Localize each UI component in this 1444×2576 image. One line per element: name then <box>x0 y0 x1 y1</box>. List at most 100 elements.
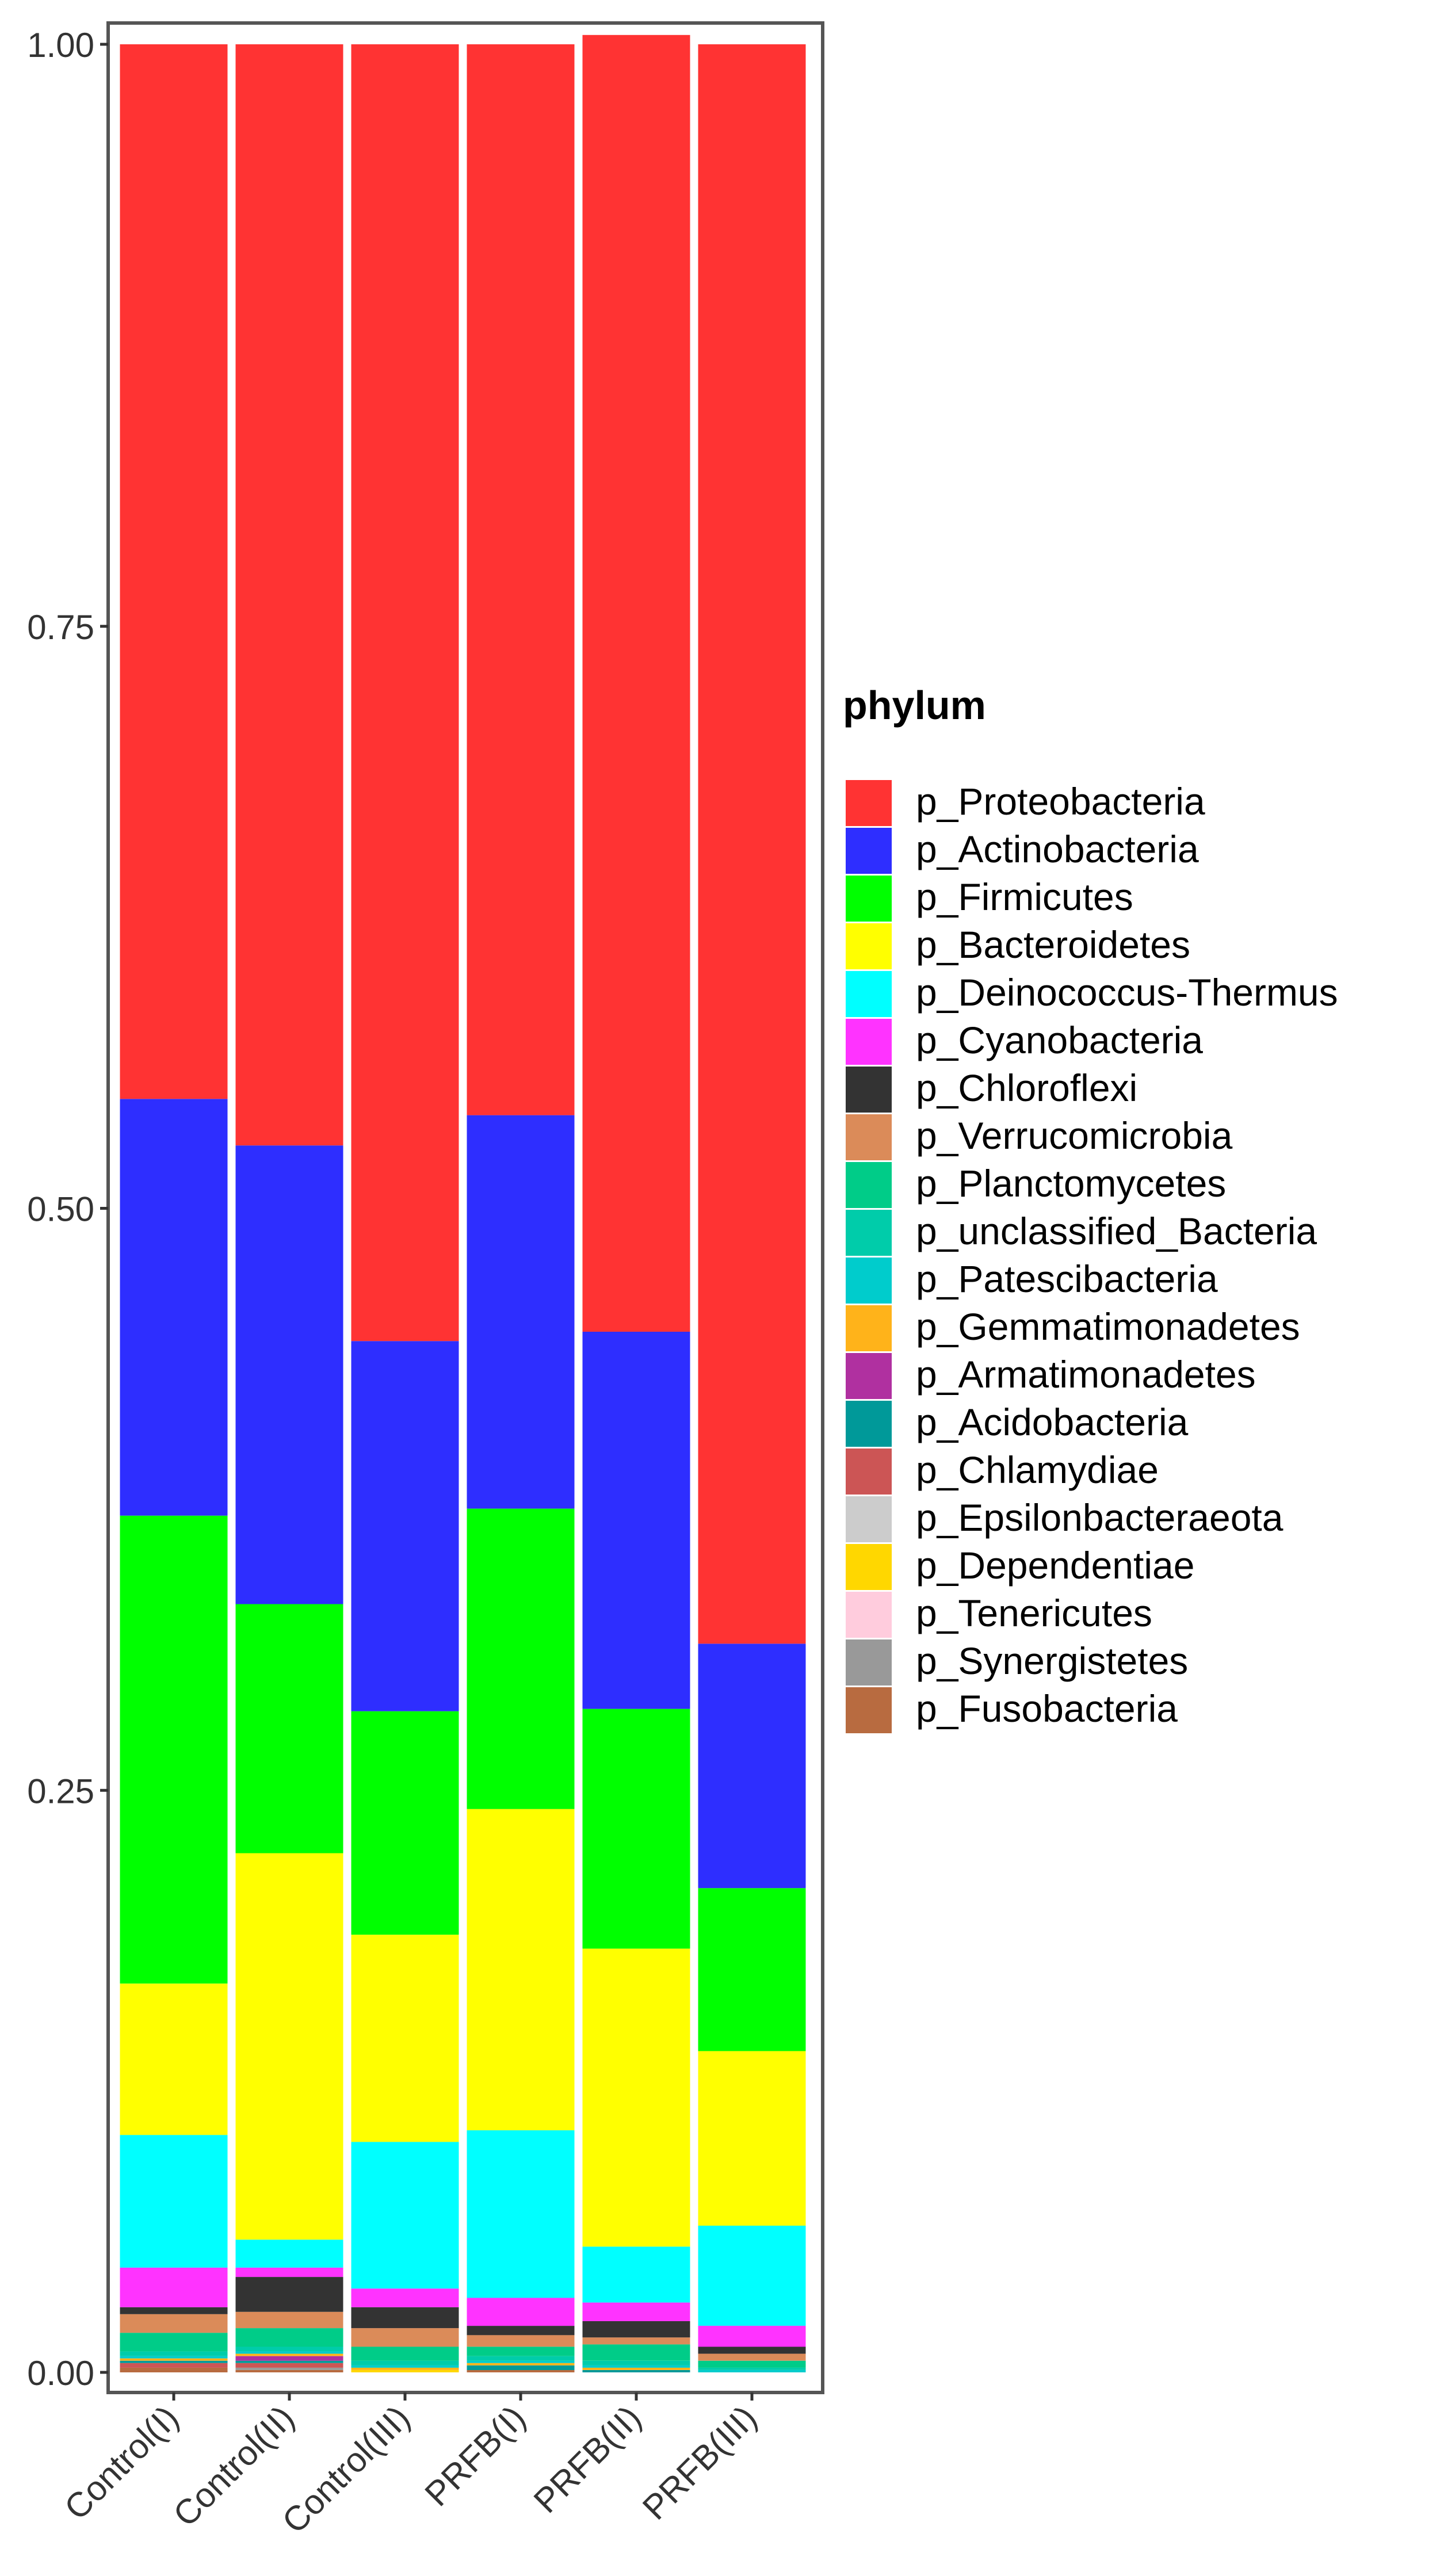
legend-label-p-patescibacteria: p_Patescibacteria <box>916 1258 1218 1300</box>
legend-key-p-deinococcus-thermus <box>846 971 892 1017</box>
bar-segment-control-iii-p-verrucomicrobia <box>351 2328 459 2347</box>
bar-segment-prfb-iii-p-patescibacteria <box>698 2370 806 2372</box>
bar-segment-control-i-p-gemmatimonadetes <box>120 2358 228 2361</box>
legend-key-p-armatimonadetes <box>846 1353 892 1399</box>
bar-segment-prfb-iii-p-chloroflexi <box>698 2346 806 2354</box>
bar-segment-prfb-i-p-patescibacteria <box>467 2360 575 2363</box>
y-axis: 0.00 0.25 0.50 0.75 1.00 <box>27 26 108 2392</box>
legend-label-p-bacteroidetes: p_Bacteroidetes <box>916 923 1190 966</box>
legend-label-p-verrucomicrobia: p_Verrucomicrobia <box>916 1114 1233 1157</box>
bar-segment-control-ii-p-unclassified-bacteria <box>235 2346 343 2352</box>
bar-segment-prfb-ii-p-deinococcus-thermus <box>582 2246 690 2303</box>
bar-segment-prfb-ii-p-bacteroidetes <box>582 1948 690 2247</box>
legend-key-p-actinobacteria <box>846 828 892 874</box>
bar-segment-prfb-iii-p-cyanobacteria <box>698 2326 806 2347</box>
bar-segment-control-iii-p-dependentiae <box>351 2370 459 2372</box>
bar-segment-prfb-ii-p-chloroflexi <box>582 2321 690 2338</box>
legend-key-p-bacteroidetes <box>846 923 892 969</box>
bar-segment-prfb-ii-p-actinobacteria <box>582 1332 690 1709</box>
bar-segment-control-i-p-fusobacteria <box>120 2367 228 2372</box>
bar-segment-prfb-i-p-acidobacteria <box>467 2365 575 2370</box>
bar-segment-prfb-iii-p-proteobacteria <box>698 44 806 1644</box>
bar-segment-prfb-i-p-cyanobacteria <box>467 2298 575 2326</box>
legend-label-p-chloroflexi: p_Chloroflexi <box>916 1067 1137 1109</box>
bar-segment-prfb-i-p-chloroflexi <box>467 2326 575 2336</box>
bar-segment-prfb-ii-p-patescibacteria <box>582 2365 690 2368</box>
legend: phylum p_Proteobacteria p_Actinobacteriap… <box>843 683 1338 1733</box>
legend-label-p-synergistetes: p_Synergistetes <box>916 1639 1188 1682</box>
bar-segment-control-ii-p-synergistetes <box>235 2367 343 2370</box>
bar-segment-prfb-ii-p-firmicutes <box>582 1709 690 1949</box>
bar-segment-prfb-ii-p-cyanobacteria <box>582 2302 690 2321</box>
y-tick-label: 0.00 <box>27 2354 94 2392</box>
bar-segment-prfb-iii-p-bacteroidetes <box>698 2051 806 2226</box>
legend-label-p-armatimonadetes: p_Armatimonadetes <box>916 1353 1256 1396</box>
bar-segment-prfb-iii-p-firmicutes <box>698 1888 806 2051</box>
bar-segment-control-iii-p-cyanobacteria <box>351 2288 459 2307</box>
bar-segment-prfb-ii-p-acidobacteria <box>582 2370 690 2372</box>
bar-segment-control-i-p-chloroflexi <box>120 2307 228 2314</box>
legend-label-p-cyanobacteria: p_Cyanobacteria <box>916 1019 1203 1061</box>
legend-key-p-firmicutes <box>846 876 892 922</box>
legend-key-p-cyanobacteria <box>846 1019 892 1065</box>
bar-segment-prfb-i-p-gemmatimonadetes <box>467 2363 575 2365</box>
bar-segment-control-ii-p-patescibacteria <box>235 2351 343 2354</box>
y-tick-label: 0.75 <box>27 608 94 647</box>
legend-key-p-unclassified-bacteria <box>846 1210 892 1256</box>
legend-label-p-epsilonbacteraeota: p_Epsilonbacteraeota <box>916 1496 1283 1539</box>
bars-layer <box>120 35 806 2372</box>
bar-segment-control-iii-p-actinobacteria <box>351 1341 459 1711</box>
legend-label-p-tenericutes: p_Tenericutes <box>916 1592 1152 1634</box>
legend-label-p-proteobacteria: p_Proteobacteria <box>916 780 1205 823</box>
legend-key-p-dependentiae <box>846 1544 892 1590</box>
bar-segment-prfb-i-p-planctomycetes <box>467 2346 575 2356</box>
legend-label-p-planctomycetes: p_Planctomycetes <box>916 1162 1226 1205</box>
bar-segment-control-iii-p-proteobacteria <box>351 44 459 1341</box>
bar-segment-control-ii-p-fusobacteria <box>235 2370 343 2372</box>
bar-segment-prfb-iii-p-actinobacteria <box>698 1644 806 1889</box>
bar-segment-prfb-ii-p-unclassified-bacteria <box>582 2360 690 2365</box>
bar-segment-control-i-p-actinobacteria <box>120 1099 228 1516</box>
bar-segment-prfb-i-p-verrucomicrobia <box>467 2335 575 2347</box>
x-tick-label: PRFB(III) <box>635 2398 764 2527</box>
x-tick-label: Control(III) <box>274 2398 417 2541</box>
legend-label-p-firmicutes: p_Firmicutes <box>916 876 1133 918</box>
legend-label-p-dependentiae: p_Dependentiae <box>916 1544 1194 1587</box>
bar-segment-prfb-ii-p-verrucomicrobia <box>582 2337 690 2345</box>
legend-title: phylum <box>843 683 986 728</box>
legend-label-p-gemmatimonadetes: p_Gemmatimonadetes <box>916 1305 1300 1348</box>
legend-label-p-fusobacteria: p_Fusobacteria <box>916 1687 1178 1730</box>
legend-key-p-epsilonbacteraeota <box>846 1496 892 1542</box>
y-tick-label: 0.25 <box>27 1772 94 1810</box>
bar-segment-control-iii-p-unclassified-bacteria <box>351 2360 459 2365</box>
x-tick-label: PRFB(I) <box>418 2398 533 2514</box>
y-tick-label: 0.50 <box>27 1190 94 1229</box>
bar-segment-control-i-p-firmicutes <box>120 1515 228 1984</box>
bar-segment-control-ii-p-armatimonadetes <box>235 2356 343 2361</box>
legend-key-p-gemmatimonadetes <box>846 1305 892 1351</box>
bar-segment-control-ii-p-deinococcus-thermus <box>235 2239 343 2268</box>
legend-key-p-planctomycetes <box>846 1162 892 1208</box>
bar-segment-control-i-p-verrucomicrobia <box>120 2314 228 2333</box>
legend-key-p-verrucomicrobia <box>846 1114 892 1160</box>
bar-segment-control-ii-p-firmicutes <box>235 1604 343 1853</box>
bar-segment-control-ii-p-proteobacteria <box>235 44 343 1146</box>
legend-key-p-proteobacteria <box>846 780 892 826</box>
x-tick-label: PRFB(II) <box>526 2398 648 2520</box>
legend-label-p-acidobacteria: p_Acidobacteria <box>916 1401 1189 1443</box>
bar-segment-control-i-p-acidobacteria <box>120 2360 228 2363</box>
legend-key-p-acidobacteria <box>846 1401 892 1447</box>
x-axis: Control(I)Control(II)Control(III) PRFB(I)… <box>57 2392 764 2541</box>
bar-segment-prfb-iii-p-verrucomicrobia <box>698 2353 806 2361</box>
legend-label-p-actinobacteria: p_Actinobacteria <box>916 828 1199 870</box>
legend-key-p-fusobacteria <box>846 1687 892 1733</box>
legend-key-p-chlamydiae <box>846 1448 892 1495</box>
bar-segment-prfb-ii-p-proteobacteria <box>582 35 690 1332</box>
y-tick-label: 1.00 <box>27 26 94 64</box>
bar-segment-control-i-p-unclassified-bacteria <box>120 2351 228 2356</box>
bar-segment-prfb-iii-p-deinococcus-thermus <box>698 2226 806 2326</box>
bar-segment-control-i-p-chlamydiae <box>120 2363 228 2368</box>
bar-segment-prfb-i-p-fusobacteria <box>467 2370 575 2372</box>
bar-segment-control-iii-p-deinococcus-thermus <box>351 2142 459 2289</box>
bar-segment-prfb-i-p-firmicutes <box>467 1508 575 1809</box>
